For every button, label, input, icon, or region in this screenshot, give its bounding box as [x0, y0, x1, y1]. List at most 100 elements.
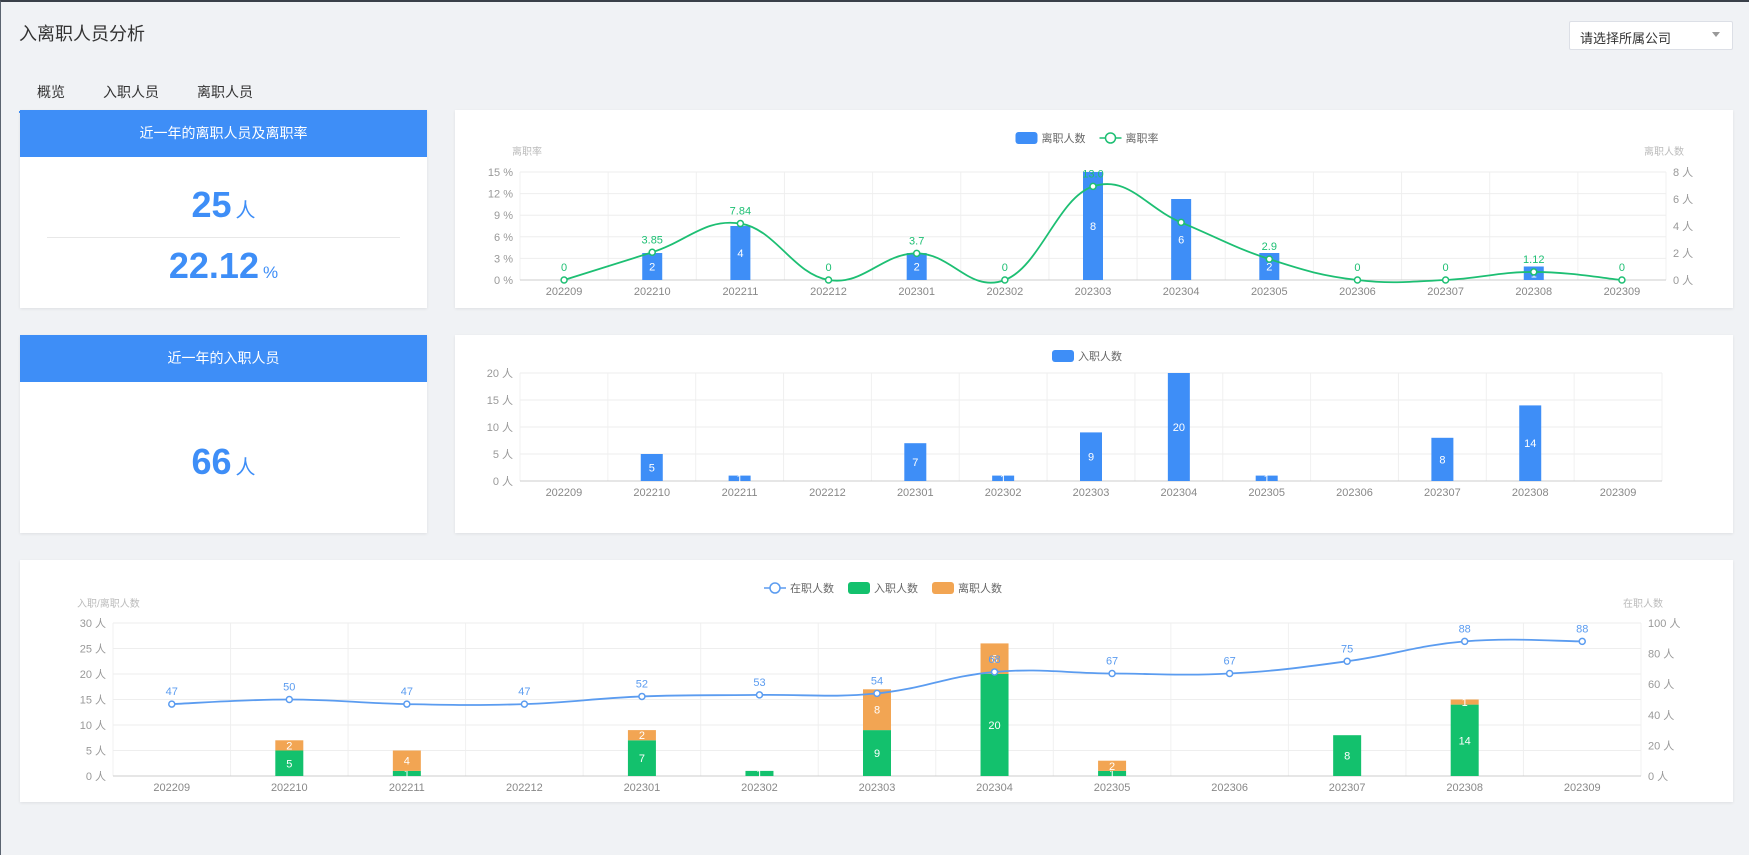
bar-label: 2 — [1109, 761, 1115, 773]
y-left-tick: 0 % — [494, 275, 513, 287]
y-right-tick: 0 人 — [1673, 274, 1693, 287]
hire-count: 66 人 — [20, 434, 427, 490]
bar-leaves — [1098, 760, 1127, 771]
chevron-down-icon — [1712, 32, 1720, 37]
hire-count-value: 66 — [191, 441, 232, 482]
x-tick: 202210 — [633, 487, 670, 499]
leave-rate-label: 2.9 — [1262, 241, 1277, 253]
leave-rate-label: 1.12 — [1523, 254, 1544, 266]
leave-rate-label: 3.85 — [642, 234, 663, 246]
x-tick: 202307 — [1424, 487, 1461, 499]
leave-summary-title: 近一年的离职人员及离职率 — [20, 110, 427, 157]
company-select-placeholder: 请选择所属公司 — [1580, 31, 1672, 46]
y-left-tick: 5 人 — [493, 448, 513, 461]
bar-label: 1 — [1000, 473, 1006, 485]
y-right-axis-title: 离职人数 — [1644, 145, 1684, 158]
legend-swatch — [1104, 132, 1117, 144]
bar-hire-count — [728, 475, 751, 481]
leave-rate-label: 0 — [825, 262, 831, 274]
bar-label: 20 — [1173, 422, 1185, 434]
leave-rate-point — [560, 276, 568, 284]
y-right-tick: 60 人 — [1648, 678, 1674, 691]
leave-rate-label: 0 — [1354, 262, 1360, 274]
leave-rate-unit: % — [262, 263, 279, 282]
bar-leave-count — [906, 253, 927, 280]
x-tick: 202304 — [1163, 286, 1200, 298]
bar-label: 1 — [1264, 473, 1270, 485]
page-title: 入离职人员分析 — [19, 24, 145, 44]
y-right-tick: 8 人 — [1673, 166, 1693, 179]
bar-hires — [745, 770, 774, 776]
x-tick: 202301 — [898, 286, 935, 298]
y-right-tick: 20 人 — [1648, 739, 1674, 752]
bar-label: 6 — [991, 654, 997, 666]
legend-label: 离职人数 — [1042, 131, 1086, 145]
y-left-tick: 3 % — [494, 253, 513, 265]
bar-hires — [863, 730, 891, 776]
bar-label: 1 — [1462, 697, 1468, 709]
y-left-tick: 10 人 — [487, 421, 513, 434]
hire-summary-card: 近一年的入职人员 66 人 — [20, 335, 427, 533]
bar-leaves — [1450, 699, 1479, 705]
headcount-point — [1108, 669, 1116, 678]
headcount-label: 47 — [401, 686, 413, 698]
leave-count-value: 25 — [191, 184, 232, 225]
bar-hire-count — [1080, 432, 1102, 481]
headcount-label: 67 — [1106, 655, 1118, 667]
y-right-axis-title: 在职人数 — [1623, 597, 1663, 610]
leave-rate-label: 0 — [1443, 262, 1449, 274]
tab-hires[interactable]: 入职人员 — [103, 84, 159, 100]
tab-overview[interactable]: 概览 — [19, 80, 83, 113]
leave-rate: 22.12% — [20, 242, 427, 290]
bar-hire-count — [1431, 437, 1454, 481]
x-tick: 202306 — [1339, 286, 1376, 298]
y-left-tick: 15 人 — [80, 694, 106, 707]
bar-label: 7 — [639, 753, 645, 765]
bar-label: 7 — [912, 457, 918, 469]
y-left-axis-title: 入职/离职人数 — [77, 597, 140, 610]
headcount-point — [1578, 637, 1586, 646]
bar-label: 5 — [649, 463, 655, 475]
x-tick: 202305 — [1094, 782, 1131, 794]
x-tick: 202303 — [1075, 286, 1112, 298]
headcount-label: 67 — [1223, 655, 1235, 667]
leave-rate-point — [1441, 276, 1450, 284]
y-right-tick: 0 人 — [1648, 770, 1668, 783]
bar-label: 4 — [404, 756, 410, 768]
x-tick: 202305 — [1251, 286, 1288, 298]
x-tick: 202306 — [1211, 782, 1248, 794]
headcount-label: 54 — [871, 675, 883, 687]
x-tick: 202308 — [1512, 487, 1549, 499]
y-left-tick: 5 人 — [86, 745, 106, 758]
tab-leavers[interactable]: 离职人员 — [197, 84, 253, 100]
bar-hires — [1333, 735, 1362, 776]
leave-rate-label: 0 — [1002, 262, 1008, 274]
headcount-label: 47 — [518, 686, 530, 698]
headcount-label: 88 — [1576, 623, 1588, 635]
legend-label: 入职人数 — [874, 582, 918, 595]
y-left-tick: 0 人 — [86, 770, 106, 783]
headcount-point — [1225, 669, 1234, 678]
bar-leaves — [392, 750, 421, 771]
headcount-point — [873, 689, 881, 698]
company-select[interactable]: 请选择所属公司 — [1569, 21, 1733, 50]
x-tick: 202309 — [1604, 286, 1641, 298]
leave-rate-point — [1001, 276, 1009, 284]
bar-hires — [980, 674, 1009, 776]
y-right-tick: 80 人 — [1648, 648, 1674, 661]
legend-swatch — [1015, 132, 1038, 144]
divider — [47, 237, 400, 238]
x-tick: 202305 — [1248, 487, 1285, 499]
bar-hires — [392, 770, 421, 776]
bar-leave-count — [1259, 253, 1280, 280]
bar-leave-count — [730, 226, 751, 280]
legend-swatch — [769, 582, 781, 594]
bar-hires — [627, 740, 656, 776]
legend-swatch — [848, 582, 870, 594]
headcount-point — [168, 700, 176, 708]
bar-hire-count — [640, 454, 663, 481]
x-tick: 202308 — [1515, 286, 1552, 298]
bar-label: 5 — [286, 758, 292, 770]
legend-label: 入职人数 — [1078, 350, 1122, 363]
